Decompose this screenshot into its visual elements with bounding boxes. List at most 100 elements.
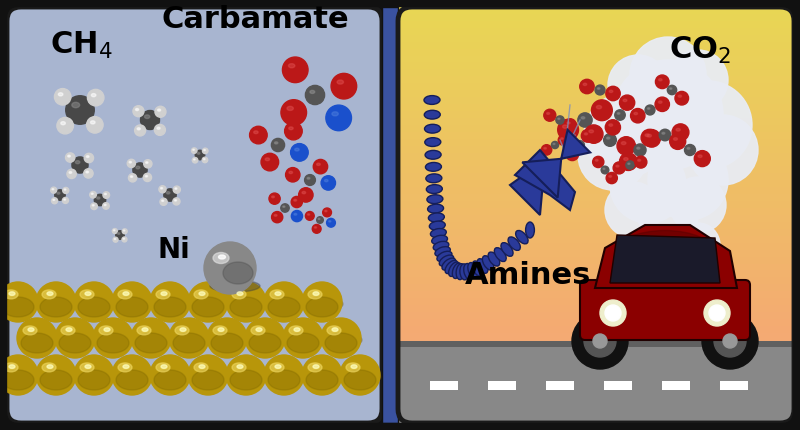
Circle shape [556, 116, 564, 124]
Circle shape [271, 138, 285, 152]
Ellipse shape [603, 168, 605, 169]
Ellipse shape [161, 187, 162, 189]
Circle shape [626, 161, 634, 169]
Bar [398, 117, 794, 125]
Ellipse shape [135, 108, 138, 111]
Ellipse shape [2, 370, 34, 390]
Ellipse shape [41, 370, 77, 384]
Ellipse shape [237, 292, 243, 295]
Ellipse shape [344, 370, 376, 390]
Ellipse shape [678, 95, 682, 97]
Ellipse shape [66, 328, 72, 332]
Ellipse shape [86, 156, 89, 157]
Ellipse shape [193, 149, 194, 150]
Circle shape [133, 163, 147, 177]
Circle shape [600, 300, 626, 326]
Ellipse shape [52, 189, 54, 190]
Ellipse shape [307, 370, 343, 384]
Ellipse shape [558, 118, 560, 120]
Ellipse shape [325, 333, 357, 353]
Circle shape [269, 193, 280, 204]
Circle shape [630, 37, 706, 113]
Bar [398, 341, 794, 347]
Ellipse shape [437, 251, 452, 261]
Ellipse shape [306, 297, 338, 317]
Ellipse shape [426, 184, 442, 194]
Ellipse shape [137, 326, 151, 335]
Bar [398, 241, 794, 250]
Text: Amines: Amines [465, 261, 591, 289]
Circle shape [605, 182, 661, 238]
Ellipse shape [194, 290, 208, 299]
Ellipse shape [249, 333, 281, 353]
Circle shape [648, 140, 728, 220]
Ellipse shape [318, 218, 320, 219]
Ellipse shape [516, 230, 528, 244]
Ellipse shape [123, 365, 129, 369]
Ellipse shape [424, 110, 440, 119]
Ellipse shape [445, 261, 458, 273]
Ellipse shape [325, 179, 328, 182]
Bar [398, 151, 794, 160]
Ellipse shape [136, 333, 172, 347]
Circle shape [595, 85, 605, 95]
Circle shape [302, 355, 342, 395]
Ellipse shape [78, 297, 110, 317]
Bar [398, 380, 794, 388]
Ellipse shape [598, 88, 600, 89]
Ellipse shape [624, 158, 628, 160]
Ellipse shape [199, 292, 205, 295]
Circle shape [127, 159, 135, 168]
Ellipse shape [80, 290, 94, 299]
Bar [398, 343, 794, 423]
Ellipse shape [114, 239, 116, 240]
Ellipse shape [425, 138, 441, 147]
Ellipse shape [211, 333, 243, 353]
Circle shape [62, 197, 69, 203]
Ellipse shape [698, 155, 702, 157]
Ellipse shape [313, 365, 319, 369]
Ellipse shape [223, 262, 253, 284]
Ellipse shape [2, 297, 34, 317]
Ellipse shape [157, 127, 160, 129]
Ellipse shape [609, 175, 611, 177]
Polygon shape [510, 160, 545, 215]
Bar [398, 234, 794, 243]
Circle shape [264, 355, 304, 395]
Bar [398, 310, 794, 319]
Ellipse shape [158, 109, 161, 111]
Polygon shape [610, 235, 720, 283]
Circle shape [226, 355, 266, 395]
Ellipse shape [275, 365, 281, 369]
Ellipse shape [85, 365, 91, 369]
Ellipse shape [61, 326, 75, 335]
Ellipse shape [351, 365, 357, 369]
Circle shape [578, 120, 648, 190]
Bar [398, 408, 794, 416]
Circle shape [302, 282, 342, 322]
Circle shape [155, 106, 166, 117]
Ellipse shape [307, 178, 310, 179]
Ellipse shape [582, 117, 585, 119]
Circle shape [188, 282, 228, 322]
Ellipse shape [142, 328, 148, 332]
Ellipse shape [212, 333, 248, 347]
Circle shape [202, 157, 208, 163]
Circle shape [655, 97, 670, 111]
Ellipse shape [615, 230, 715, 276]
Ellipse shape [553, 143, 555, 144]
Ellipse shape [434, 241, 449, 251]
Polygon shape [595, 225, 737, 288]
Circle shape [250, 126, 267, 144]
Ellipse shape [308, 290, 322, 299]
Circle shape [544, 109, 556, 121]
Bar [398, 26, 794, 35]
Ellipse shape [430, 228, 446, 238]
Bar [398, 47, 794, 55]
Circle shape [90, 203, 98, 209]
Ellipse shape [428, 213, 444, 222]
Ellipse shape [435, 247, 450, 256]
Ellipse shape [544, 147, 546, 149]
Circle shape [50, 187, 57, 193]
FancyBboxPatch shape [7, 7, 382, 423]
